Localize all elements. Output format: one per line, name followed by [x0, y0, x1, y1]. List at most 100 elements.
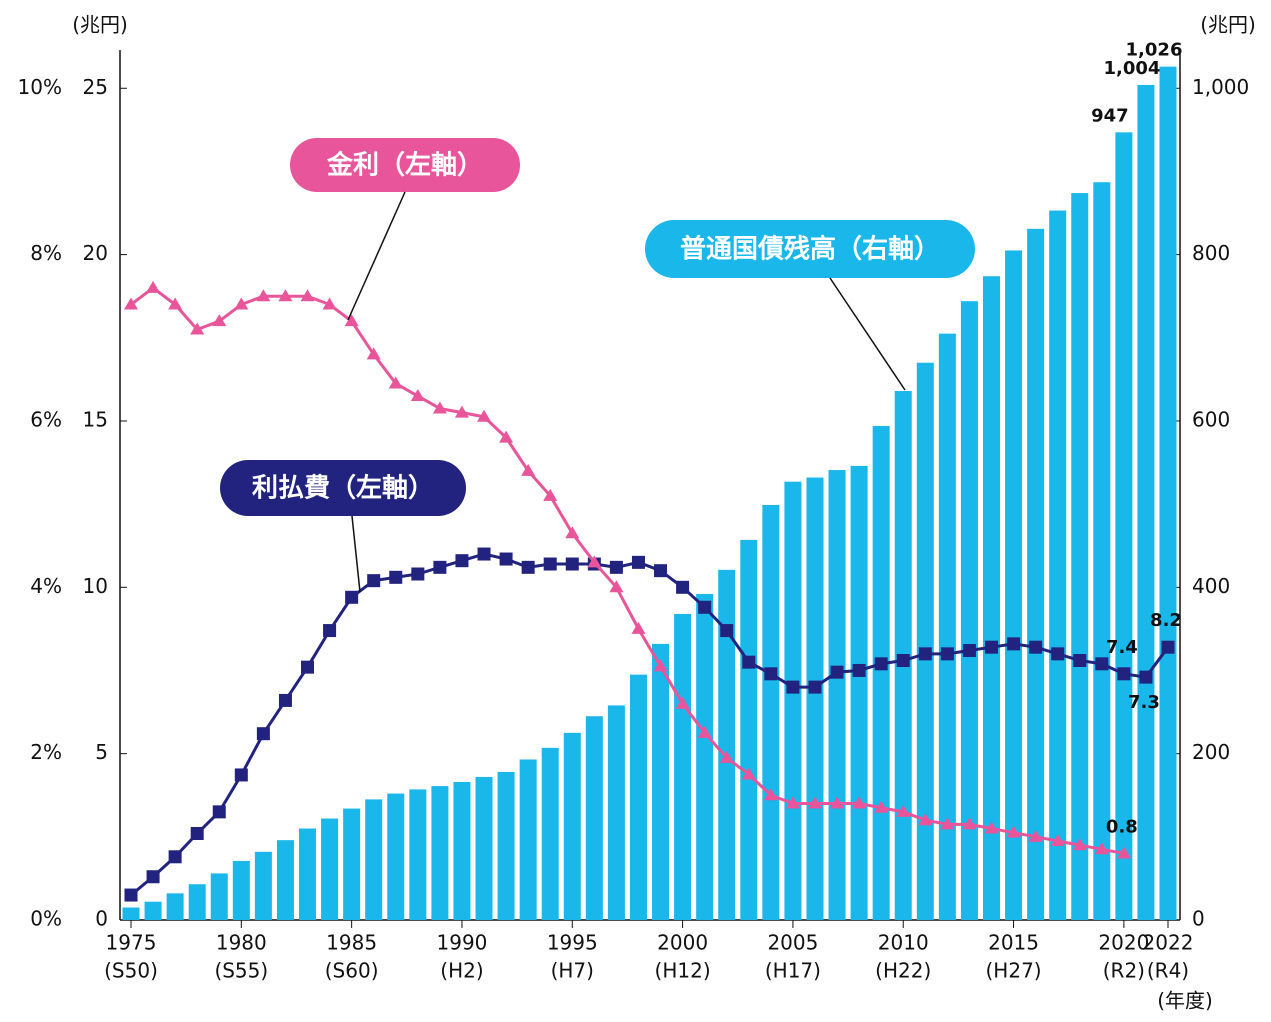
x-tick-label: 2010	[878, 931, 929, 955]
line	[130, 286, 1125, 855]
y-tick-label: 20	[83, 241, 108, 265]
bar	[960, 301, 978, 920]
plot: 0 5 10 15 20 25 0% 2% 4% 6% 8% 10% 0 200 400 600 800 1,00…	[18, 40, 1250, 983]
marker	[962, 644, 976, 658]
bar	[629, 674, 647, 920]
y2-tick-label: 1,000	[1192, 75, 1249, 99]
marker	[521, 560, 535, 574]
marker	[124, 297, 138, 310]
marker	[323, 624, 337, 638]
marker	[785, 796, 800, 809]
x-tick-label: 1995	[547, 931, 598, 955]
marker	[852, 663, 866, 677]
bar	[872, 425, 890, 920]
y3-tick-label: 4%	[30, 574, 62, 598]
bar	[232, 860, 250, 920]
bar	[519, 759, 537, 920]
marker	[631, 555, 645, 569]
y3-tick-label: 6%	[30, 407, 62, 431]
marker	[940, 817, 955, 830]
marker	[874, 800, 889, 813]
series-label: 利払費（左軸）	[252, 473, 434, 504]
leader-line	[347, 191, 406, 321]
y3-tick-label: 0%	[30, 907, 62, 931]
bar	[122, 907, 140, 920]
marker	[676, 580, 690, 594]
marker	[830, 796, 845, 809]
marker	[411, 567, 425, 581]
y3-tick-label: 2%	[30, 740, 62, 764]
bar	[828, 470, 846, 920]
x-tick-sublabel: (H7)	[551, 959, 594, 983]
bar	[144, 901, 162, 920]
marker	[345, 590, 359, 604]
marker	[256, 289, 271, 302]
marker	[234, 297, 249, 310]
marker	[168, 850, 182, 864]
marker	[741, 767, 756, 780]
marker	[697, 725, 712, 738]
marker	[234, 768, 248, 782]
x-tick-label: 1980	[216, 931, 267, 955]
marker	[830, 665, 844, 679]
marker	[410, 389, 425, 402]
marker	[212, 805, 226, 819]
x-tick-label: 2000	[657, 931, 708, 955]
callout-box	[645, 220, 975, 278]
marker	[256, 727, 270, 741]
bar	[585, 716, 603, 920]
marker	[1073, 654, 1087, 667]
bar	[938, 333, 956, 920]
marker	[455, 554, 469, 568]
marker	[278, 693, 292, 707]
marker	[322, 297, 337, 310]
marker	[1139, 670, 1153, 684]
bar	[276, 840, 294, 920]
x-tick-label: 2022	[1143, 931, 1194, 955]
marker	[719, 750, 734, 763]
bar	[387, 793, 405, 920]
bar	[563, 732, 581, 920]
bar	[188, 884, 206, 920]
bar	[343, 808, 361, 920]
marker	[698, 600, 712, 614]
bar	[541, 747, 559, 920]
marker	[301, 660, 315, 674]
bar	[299, 828, 317, 920]
bar	[475, 776, 493, 920]
marker	[367, 574, 381, 588]
x-unit: (年度)	[1157, 989, 1213, 1013]
bar	[916, 362, 934, 921]
marker	[1117, 667, 1131, 681]
marker	[543, 488, 558, 501]
marker	[388, 376, 403, 389]
bar	[321, 818, 339, 920]
y2-tick-label: 0	[1192, 907, 1205, 931]
marker	[366, 347, 381, 360]
x-tick-sublabel: (H17)	[765, 959, 821, 983]
series-label: 金利（左軸）	[326, 150, 483, 181]
y-tick-label: 15	[83, 407, 108, 431]
bar	[497, 771, 515, 920]
marker	[146, 870, 160, 884]
marker	[1028, 829, 1043, 842]
value-label: 7.4	[1106, 637, 1138, 658]
marker	[807, 796, 822, 809]
leader-line	[829, 277, 906, 391]
marker	[146, 280, 161, 293]
y3-tick-label: 8%	[30, 241, 62, 265]
marker	[212, 314, 227, 327]
marker	[852, 796, 867, 809]
marker	[764, 667, 778, 681]
bar	[806, 477, 824, 920]
marker	[653, 659, 668, 672]
y2-tick-label: 800	[1192, 241, 1230, 265]
marker	[1006, 825, 1021, 838]
bar	[453, 781, 471, 920]
bar	[674, 613, 692, 920]
x-tick-label: 2015	[988, 931, 1039, 955]
marker	[1029, 640, 1043, 654]
marker	[631, 621, 646, 634]
marker	[1116, 846, 1131, 859]
